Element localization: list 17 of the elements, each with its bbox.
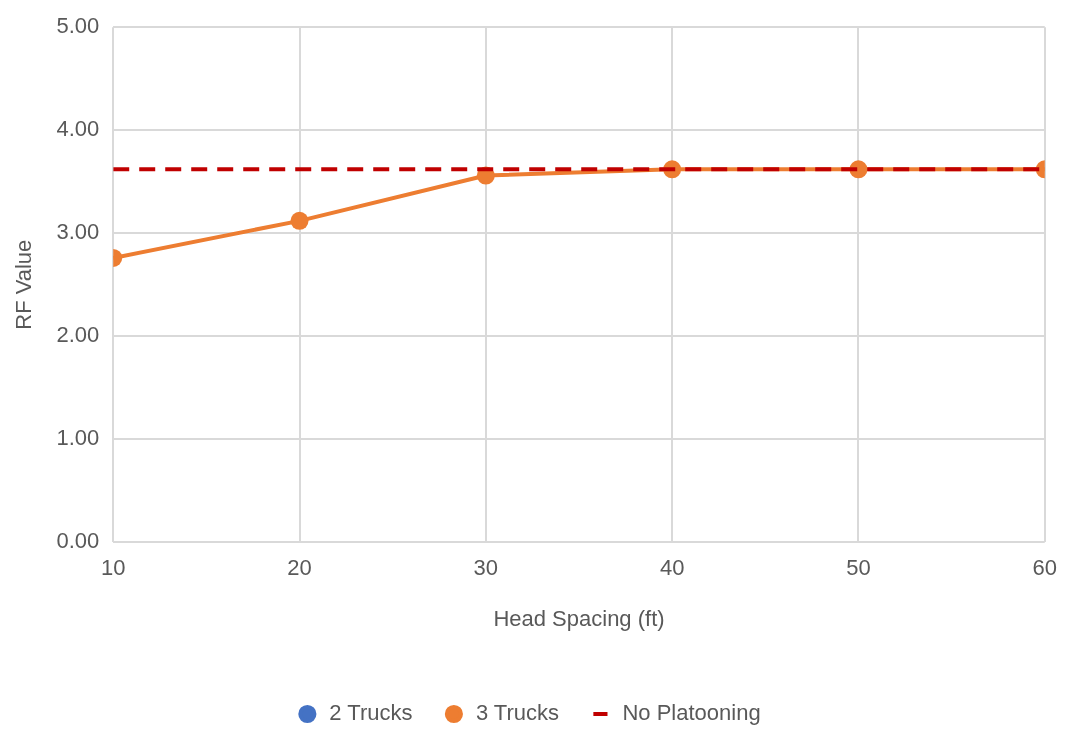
y-tick-label: 2.00 [56, 322, 100, 348]
y-tick-label: 3.00 [56, 219, 100, 245]
y-tick-label: 5.00 [56, 13, 100, 39]
legend-label: No Platooning [622, 700, 761, 726]
y-axis-title: RF Value [11, 239, 37, 330]
x-tick-label: 40 [659, 555, 685, 581]
y-tick-label: 4.00 [56, 116, 100, 142]
legend-label: 2 Trucks [329, 700, 413, 726]
y-tick-label: 0.00 [56, 528, 100, 554]
legend-label: 3 Trucks [475, 700, 560, 726]
y-tick-label: 1.00 [56, 425, 100, 451]
x-tick-label: 10 [100, 555, 126, 581]
x-tick-label: 50 [846, 555, 871, 581]
x-tick-label: 30 [473, 555, 499, 581]
x-tick-label: 20 [287, 555, 312, 581]
x-axis-title: Head Spacing (ft) [493, 605, 665, 631]
x-tick-label: 60 [1032, 555, 1058, 581]
